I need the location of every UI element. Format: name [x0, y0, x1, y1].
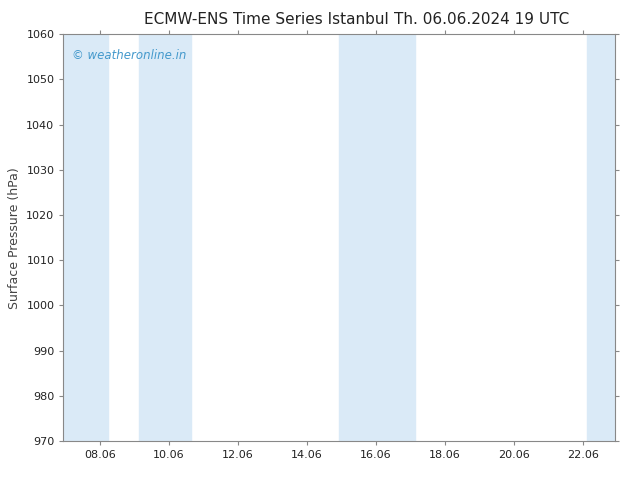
Bar	[339, 34, 373, 441]
Text: Th. 06.06.2024 19 UTC: Th. 06.06.2024 19 UTC	[394, 12, 569, 27]
Text: ECMW-ENS Time Series Istanbul: ECMW-ENS Time Series Istanbul	[144, 12, 389, 27]
Bar	[373, 34, 415, 441]
Bar	[139, 34, 191, 441]
Bar	[588, 34, 615, 441]
Y-axis label: Surface Pressure (hPa): Surface Pressure (hPa)	[8, 167, 21, 309]
Text: © weatheronline.in: © weatheronline.in	[72, 49, 186, 62]
Bar	[63, 34, 108, 441]
